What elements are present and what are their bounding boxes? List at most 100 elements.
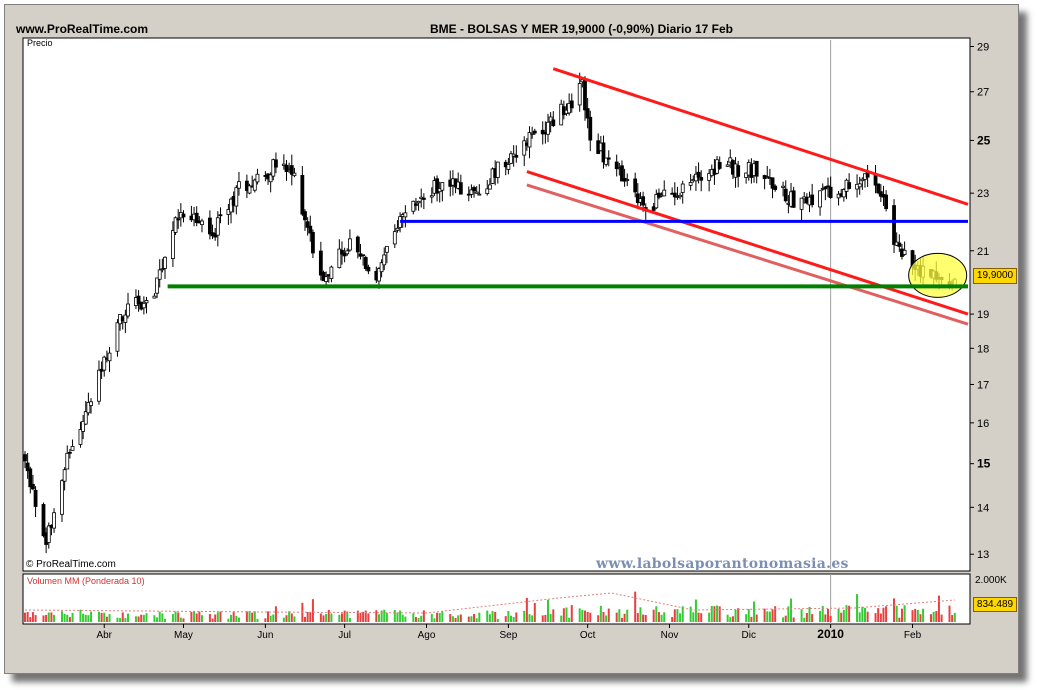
y-tick-label: 16 xyxy=(977,418,989,430)
candle-body xyxy=(583,78,587,111)
volume-bar xyxy=(753,601,756,622)
candle-body xyxy=(440,182,445,191)
volume-bar xyxy=(486,610,489,622)
volume-bar xyxy=(671,617,674,622)
volume-bar xyxy=(568,617,571,622)
volume-bar xyxy=(552,609,555,622)
volume-bar xyxy=(119,618,122,622)
volume-bar xyxy=(364,610,367,622)
volume-bar xyxy=(578,608,581,622)
volume-bar xyxy=(803,617,806,622)
volume-bar xyxy=(673,609,676,622)
volume-bar xyxy=(639,607,642,622)
volume-bar xyxy=(623,613,626,622)
volume-bar xyxy=(309,612,312,622)
volume-bar xyxy=(412,613,415,622)
volume-bar xyxy=(525,597,528,622)
volume-bar xyxy=(589,612,592,622)
volume-bar xyxy=(377,614,380,622)
x-tick-label: Jun xyxy=(257,630,273,641)
volume-bar xyxy=(581,610,584,622)
candle-body xyxy=(33,489,38,507)
candle-body xyxy=(102,356,107,371)
candle-body xyxy=(736,165,741,177)
volume-bar xyxy=(689,606,692,622)
candle-body xyxy=(429,195,434,198)
candle-body xyxy=(70,446,75,451)
candle-body xyxy=(65,452,70,470)
candle-body xyxy=(551,119,556,127)
volume-bar xyxy=(948,605,951,622)
volume-bar xyxy=(404,616,407,622)
volume-bar xyxy=(660,614,663,622)
candle-body xyxy=(781,185,785,188)
volume-bar xyxy=(84,614,87,622)
candle-body xyxy=(218,214,223,217)
volume-bar xyxy=(657,612,660,622)
candle-body xyxy=(144,300,149,304)
volume-bar xyxy=(895,605,898,622)
volume-bar xyxy=(190,611,193,622)
candle-body xyxy=(392,231,397,245)
volume-bar xyxy=(380,610,383,622)
candle-body xyxy=(329,266,334,279)
volume-bar xyxy=(605,615,608,622)
volume-bar xyxy=(467,616,470,622)
volume-bar xyxy=(457,615,460,622)
volume-bar xyxy=(507,610,510,622)
candle-body xyxy=(841,189,846,198)
candle-body xyxy=(487,184,492,190)
candle-body xyxy=(414,203,418,206)
watermark[interactable]: www.labolsaporantonomasia.es xyxy=(596,556,849,572)
candle-body xyxy=(485,188,490,194)
candle-body xyxy=(345,250,350,255)
candle-body xyxy=(606,157,611,160)
volume-bar xyxy=(248,611,251,622)
y-tick-label: 18 xyxy=(977,343,989,355)
volume-bar xyxy=(837,608,840,622)
volume-bar xyxy=(819,610,822,622)
candle-body xyxy=(902,249,907,255)
candle-body xyxy=(688,182,693,186)
volume-bar xyxy=(319,613,322,622)
volume-bar xyxy=(734,609,737,622)
volume-bar xyxy=(393,609,396,622)
candle-body xyxy=(495,161,500,178)
volume-bar xyxy=(755,614,758,622)
volume-bar xyxy=(861,606,864,622)
credit-label: © ProRealTime.com xyxy=(26,559,116,570)
candle-body xyxy=(215,217,220,236)
trend-lines xyxy=(167,67,969,326)
candle-body xyxy=(78,429,83,445)
volume-bar xyxy=(708,612,711,622)
volume-bar xyxy=(161,613,164,622)
y-tick-label: 23 xyxy=(977,188,989,200)
candle-body xyxy=(620,165,624,182)
volume-bar xyxy=(137,616,140,622)
volume-bar xyxy=(383,609,386,622)
last-volume-badge: 834.489 xyxy=(973,597,1017,612)
y-tick-label: 25 xyxy=(977,133,991,147)
y-axis: 13 14 15 16 17 18 19 21 23 25 27 29 xyxy=(970,42,991,561)
candle-body xyxy=(625,179,630,181)
volume-bar xyxy=(745,614,748,622)
candle-body xyxy=(384,245,389,253)
candle-body xyxy=(337,248,342,269)
candle-body xyxy=(577,83,582,106)
volume-bar xyxy=(544,614,547,622)
site-label[interactable]: www.ProRealTime.com xyxy=(16,22,149,36)
candle-body xyxy=(366,266,371,272)
volume-bar xyxy=(953,612,956,622)
volume-bar xyxy=(790,598,793,622)
candle-body xyxy=(717,162,722,169)
volume-bar xyxy=(177,612,180,622)
volume-bar xyxy=(475,618,478,622)
candle-body xyxy=(857,183,862,188)
volume-bar xyxy=(642,614,645,622)
volume-bar xyxy=(549,614,552,622)
candle-body xyxy=(115,322,120,352)
volume-bar xyxy=(87,615,90,622)
candle-body xyxy=(810,194,815,206)
volume-bar xyxy=(214,614,217,622)
volume-bar xyxy=(679,613,682,622)
